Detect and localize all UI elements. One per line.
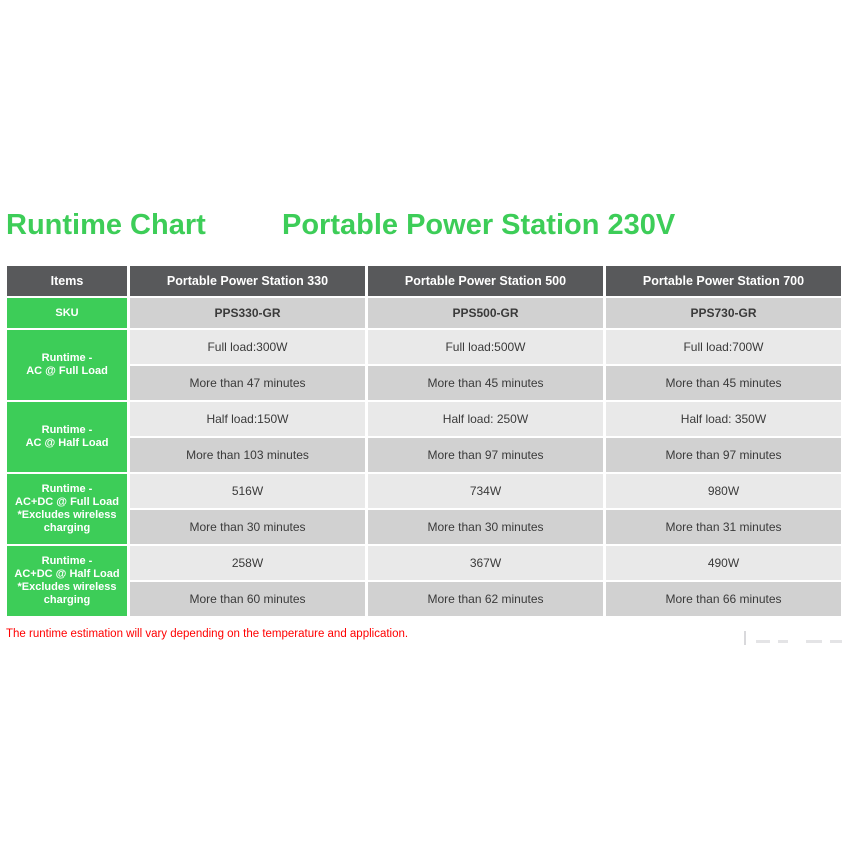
watermark-mark xyxy=(778,640,788,643)
row-label-ac-half-load: Runtime - AC @ Half Load xyxy=(7,402,127,472)
runtime-table: Items Portable Power Station 330 Portabl… xyxy=(7,266,841,616)
acdc-half-load-runtime-500: More than 62 minutes xyxy=(368,582,603,616)
sku-value-pps330: PPS330-GR xyxy=(130,298,365,328)
acdc-full-load-watts-330: 516W xyxy=(130,474,365,508)
acdc-full-load-runtime-700: More than 31 minutes xyxy=(606,510,841,544)
watermark-mark xyxy=(756,640,770,643)
acdc-half-load-watts-330: 258W xyxy=(130,546,365,580)
table-header-items: Items xyxy=(7,266,127,296)
faint-partial-logo-icon xyxy=(744,631,850,649)
acdc-full-load-watts-500: 734W xyxy=(368,474,603,508)
ac-half-load-runtime-330: More than 103 minutes xyxy=(130,438,365,472)
ac-half-load-watts-700: Half load: 350W xyxy=(606,402,841,436)
runtime-disclaimer: The runtime estimation will vary dependi… xyxy=(6,628,409,640)
watermark-bar xyxy=(744,631,746,645)
ac-half-load-watts-500: Half load: 250W xyxy=(368,402,603,436)
ac-half-load-runtime-500: More than 97 minutes xyxy=(368,438,603,472)
acdc-full-load-runtime-330: More than 30 minutes xyxy=(130,510,365,544)
watermark-mark xyxy=(830,640,842,643)
ac-full-load-runtime-330: More than 47 minutes xyxy=(130,366,365,400)
acdc-full-load-watts-700: 980W xyxy=(606,474,841,508)
table-header-pps330: Portable Power Station 330 xyxy=(130,266,365,296)
ac-full-load-runtime-500: More than 45 minutes xyxy=(368,366,603,400)
acdc-half-load-runtime-330: More than 60 minutes xyxy=(130,582,365,616)
row-label-acdc-half-load: Runtime - AC+DC @ Half Load *Excludes wi… xyxy=(7,546,127,616)
watermark-mark xyxy=(806,640,822,643)
sku-value-pps730: PPS730-GR xyxy=(606,298,841,328)
page-title: Runtime Chart xyxy=(6,209,206,241)
ac-half-load-runtime-700: More than 97 minutes xyxy=(606,438,841,472)
row-label-ac-full-load: Runtime - AC @ Full Load xyxy=(7,330,127,400)
ac-full-load-watts-500: Full load:500W xyxy=(368,330,603,364)
acdc-half-load-watts-500: 367W xyxy=(368,546,603,580)
sku-value-pps500: PPS500-GR xyxy=(368,298,603,328)
table-header-pps700: Portable Power Station 700 xyxy=(606,266,841,296)
ac-full-load-watts-700: Full load:700W xyxy=(606,330,841,364)
ac-full-load-watts-330: Full load:300W xyxy=(130,330,365,364)
acdc-half-load-runtime-700: More than 66 minutes xyxy=(606,582,841,616)
page-subtitle: Portable Power Station 230V xyxy=(282,209,676,241)
ac-half-load-watts-330: Half load:150W xyxy=(130,402,365,436)
row-label-sku: SKU xyxy=(7,298,127,328)
acdc-full-load-runtime-500: More than 30 minutes xyxy=(368,510,603,544)
acdc-half-load-watts-700: 490W xyxy=(606,546,841,580)
table-header-pps500: Portable Power Station 500 xyxy=(368,266,603,296)
row-label-acdc-full-load: Runtime - AC+DC @ Full Load *Excludes wi… xyxy=(7,474,127,544)
ac-full-load-runtime-700: More than 45 minutes xyxy=(606,366,841,400)
